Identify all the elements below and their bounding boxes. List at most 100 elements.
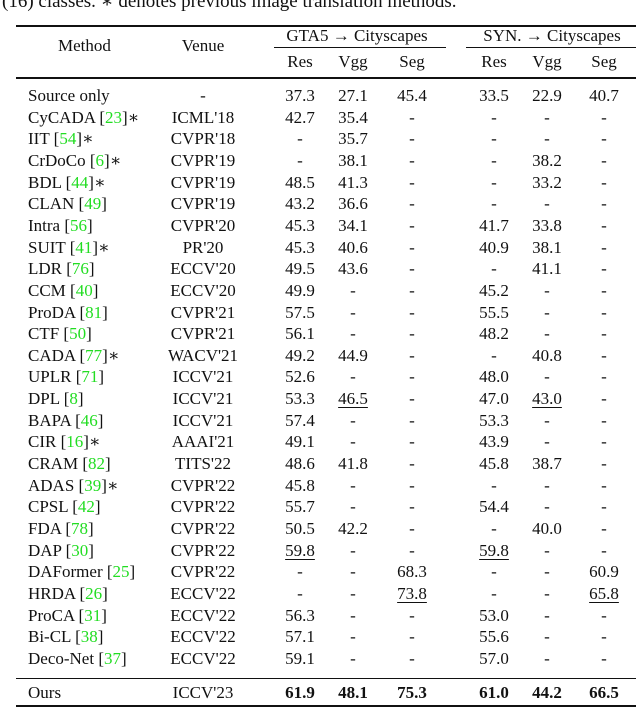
citation-link[interactable]: 81 xyxy=(85,302,103,322)
venue-cell: ECCV'22 xyxy=(170,648,236,668)
venue-cell: CVPR'22 xyxy=(170,475,236,495)
value-cell: 46.5 xyxy=(338,389,368,409)
method-name: Intra [ xyxy=(28,215,71,235)
value-cell: - xyxy=(409,497,415,517)
method-cell: CADA [77]∗ xyxy=(28,346,119,366)
value-cell: 42.2 xyxy=(338,519,368,538)
citation-link[interactable]: 40 xyxy=(75,280,93,300)
citation-link[interactable]: 82 xyxy=(87,454,105,474)
citation-link[interactable]: 8 xyxy=(69,389,78,409)
value-cell: 40.7 xyxy=(589,86,619,105)
value-cell: - xyxy=(544,432,550,452)
citation-link[interactable]: 56 xyxy=(70,215,88,235)
value-cell: - xyxy=(601,519,607,538)
value-cell: 48.6 xyxy=(285,454,315,474)
method-name: ProCA [ xyxy=(28,605,85,625)
citation-link[interactable]: 44 xyxy=(71,172,89,192)
value-cell: 45.8 xyxy=(479,454,509,474)
citation-link[interactable]: 6 xyxy=(95,150,105,170)
citation-link[interactable]: 49 xyxy=(84,194,102,214)
value-cell: 41.8 xyxy=(338,454,368,474)
citation-suffix: ] xyxy=(94,497,101,517)
venue-cell: ICML'18 xyxy=(171,107,235,127)
value-cell: - xyxy=(491,172,497,192)
citation-link[interactable]: 42 xyxy=(77,497,95,517)
venue-cell: ECCV'20 xyxy=(170,259,236,279)
citation-link[interactable]: 46 xyxy=(80,410,98,430)
citation-link[interactable]: 38 xyxy=(80,627,98,647)
citation-link[interactable]: 50 xyxy=(69,324,87,344)
value-cell: 45.2 xyxy=(479,280,509,300)
value-cell: - xyxy=(491,107,497,127)
method-name: DAP [ xyxy=(28,540,72,560)
value-cell: - xyxy=(491,194,497,214)
citation-link[interactable]: 54 xyxy=(59,129,77,149)
method-cell: Source only xyxy=(28,86,110,106)
citation-link[interactable]: 16 xyxy=(66,432,84,452)
citation-link[interactable]: 23 xyxy=(104,107,122,127)
value-cell: 53.3 xyxy=(479,410,509,430)
value-cell: 40.6 xyxy=(338,237,368,257)
value-cell: 43.2 xyxy=(285,194,315,214)
value-cell: - xyxy=(544,324,550,344)
venue-cell: CVPR'22 xyxy=(170,562,236,582)
method-name: CCM [ xyxy=(28,280,76,300)
citation-link[interactable]: 39 xyxy=(84,475,102,495)
venue-cell: CVPR'22 xyxy=(170,519,236,538)
value-cell: - xyxy=(544,302,550,322)
citation-link[interactable]: 31 xyxy=(84,605,102,625)
value-cell: - xyxy=(409,215,415,235)
venue-cell: CVPR'19 xyxy=(170,150,236,170)
value-cell: 68.3 xyxy=(397,562,427,582)
header-subcol-vgg: Vgg xyxy=(338,52,368,71)
value-cell: - xyxy=(297,150,303,170)
method-cell: SUIT [41]∗ xyxy=(28,238,110,258)
header-method: Method xyxy=(58,36,111,55)
citation-suffix: ] xyxy=(102,583,108,603)
header-subcol-res: Res xyxy=(481,52,507,71)
method-cell: Ours xyxy=(28,683,61,703)
value-cell: - xyxy=(601,280,607,300)
venue-cell: CVPR'19 xyxy=(170,172,236,192)
citation-link[interactable]: 77 xyxy=(85,345,103,365)
citation-link[interactable]: 78 xyxy=(70,519,88,538)
citation-link[interactable]: 30 xyxy=(71,540,89,560)
value-cell: 43.6 xyxy=(338,259,368,279)
caption: (16) classes. ∗ denotes previous image t… xyxy=(2,0,457,12)
value-cell: - xyxy=(350,627,356,647)
value-cell: 43.0 xyxy=(532,389,562,409)
method-name: Bi-CL [ xyxy=(28,627,81,647)
value-cell: 56.3 xyxy=(285,605,315,625)
value-cell: - xyxy=(409,540,415,560)
citation-link[interactable]: 76 xyxy=(71,259,89,279)
citation-suffix: ] xyxy=(101,605,107,625)
value-cell: - xyxy=(601,367,607,387)
citation-suffix: ]∗ xyxy=(83,432,101,452)
method-name: Deco-Net [ xyxy=(28,648,104,668)
venue-cell: ECCV'22 xyxy=(170,627,236,647)
value-cell: - xyxy=(409,172,415,192)
value-cell: - xyxy=(491,259,497,279)
value-cell: - xyxy=(491,583,497,603)
citation-link[interactable]: 41 xyxy=(75,237,93,257)
method-name: CADA [ xyxy=(28,345,86,365)
value-cell: - xyxy=(491,150,497,170)
value-cell: 57.1 xyxy=(285,627,315,647)
citation-link[interactable]: 26 xyxy=(85,583,103,603)
citation-suffix: ]∗ xyxy=(101,475,119,495)
value-cell: - xyxy=(491,562,497,582)
citation-link[interactable]: 25 xyxy=(112,562,130,582)
value-cell: 33.2 xyxy=(532,172,562,192)
method-cell: CLAN [49] xyxy=(28,194,107,214)
citation-suffix: ] xyxy=(86,324,92,344)
citation-link[interactable]: 37 xyxy=(104,648,121,668)
value-cell: 38.2 xyxy=(532,150,562,170)
method-cell: DAFormer [25] xyxy=(28,562,135,582)
method-cell: Deco-Net [37] xyxy=(28,649,127,669)
citation-link[interactable]: 71 xyxy=(81,367,99,387)
citation-suffix: ]∗ xyxy=(88,172,106,192)
citation-suffix: ] xyxy=(97,627,104,647)
value-cell: - xyxy=(350,280,356,300)
value-cell: 54.4 xyxy=(479,497,509,517)
value-cell: - xyxy=(350,497,356,517)
